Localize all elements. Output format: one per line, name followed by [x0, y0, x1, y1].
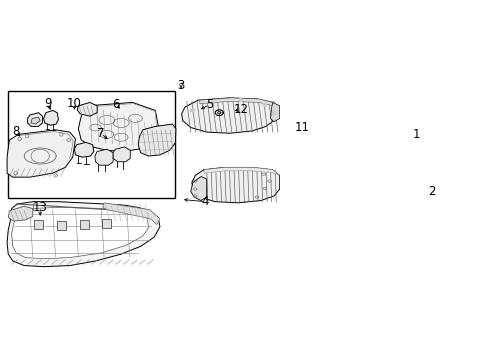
Polygon shape	[31, 117, 40, 124]
Bar	[8, 91, 174, 198]
Text: 7: 7	[97, 127, 105, 140]
Polygon shape	[138, 124, 176, 156]
Polygon shape	[7, 130, 75, 177]
Text: 9: 9	[44, 97, 52, 110]
Text: 4: 4	[202, 195, 209, 208]
Polygon shape	[181, 98, 277, 133]
Polygon shape	[80, 220, 88, 229]
Polygon shape	[7, 202, 160, 267]
Text: 12: 12	[233, 103, 248, 116]
Polygon shape	[95, 149, 113, 165]
Polygon shape	[77, 103, 97, 116]
Polygon shape	[239, 99, 242, 102]
Polygon shape	[203, 167, 279, 175]
Text: 13: 13	[33, 201, 47, 214]
Text: 5: 5	[205, 98, 213, 111]
Polygon shape	[102, 203, 160, 225]
Polygon shape	[43, 111, 58, 125]
Text: 3: 3	[177, 79, 184, 92]
Polygon shape	[263, 103, 266, 106]
Text: 6: 6	[111, 98, 119, 111]
Polygon shape	[78, 103, 158, 152]
Text: 2: 2	[427, 185, 435, 198]
Text: 10: 10	[67, 97, 81, 110]
Polygon shape	[191, 167, 279, 203]
Polygon shape	[200, 98, 273, 106]
Polygon shape	[34, 220, 43, 229]
Text: 1: 1	[412, 128, 420, 141]
Polygon shape	[102, 219, 111, 228]
Polygon shape	[8, 206, 33, 221]
Polygon shape	[190, 176, 206, 201]
Polygon shape	[210, 102, 214, 104]
Polygon shape	[57, 221, 66, 230]
Polygon shape	[272, 111, 275, 114]
Polygon shape	[190, 109, 194, 112]
Polygon shape	[27, 113, 42, 126]
Polygon shape	[270, 103, 279, 122]
Text: 8: 8	[13, 125, 20, 138]
Polygon shape	[113, 147, 130, 162]
Text: 11: 11	[294, 121, 309, 134]
Polygon shape	[74, 142, 94, 157]
Polygon shape	[12, 207, 148, 259]
